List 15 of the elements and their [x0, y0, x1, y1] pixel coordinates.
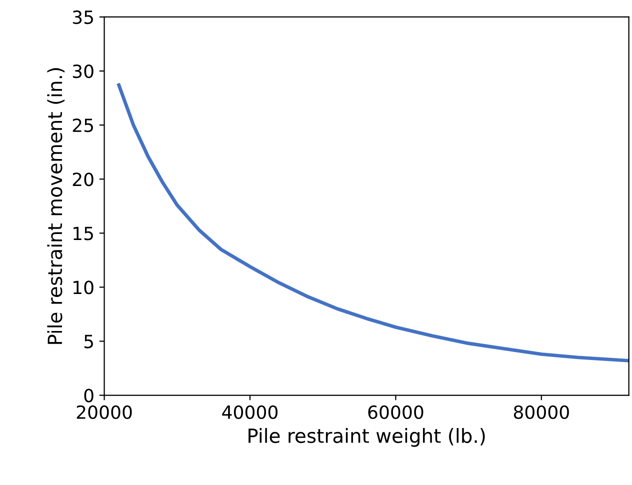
x-tick-label: 40000 — [222, 405, 278, 419]
x-tick-label: 20000 — [76, 405, 132, 419]
y-tick-label: 30 — [72, 64, 94, 78]
y-axis-title: Pile restraint movement (in.) — [47, 68, 65, 344]
y-tick-label: 5 — [84, 334, 93, 348]
y-tick-label: 35 — [72, 10, 93, 24]
y-tick-label: 25 — [72, 118, 93, 132]
x-tick-label: 80000 — [514, 405, 569, 419]
line-series — [117, 83, 629, 362]
x-tick-label: 60000 — [368, 405, 424, 419]
y-tick-label: 10 — [74, 280, 94, 294]
x-axis-title: Pile restraint weight (lb.) — [248, 428, 485, 447]
y-tick-label: 15 — [74, 226, 93, 240]
y-tick-label: 0 — [84, 388, 94, 402]
y-tick-label: 20 — [72, 172, 94, 186]
